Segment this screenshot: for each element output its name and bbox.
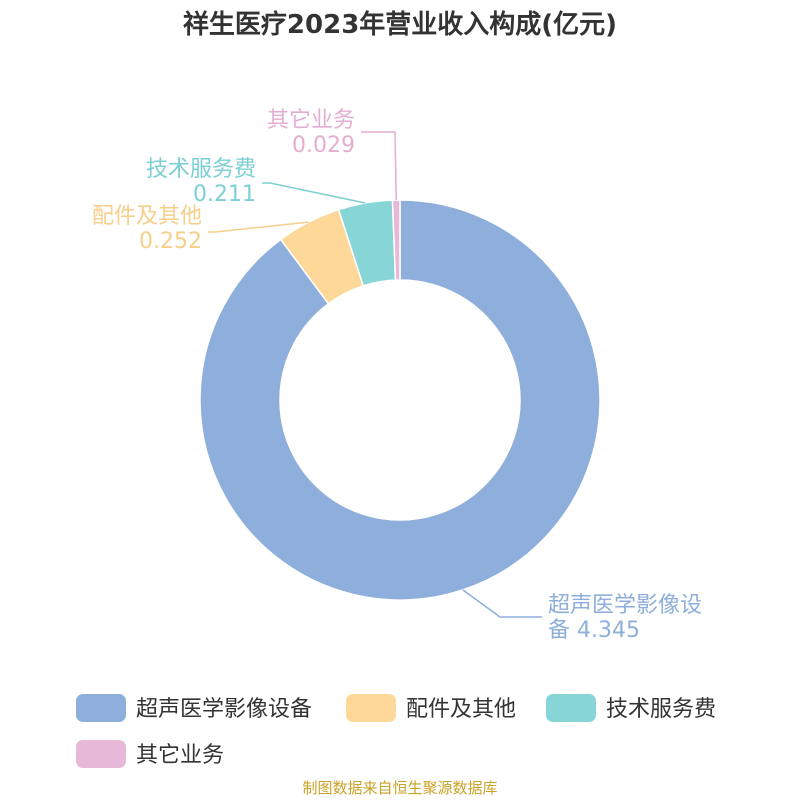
legend-swatch-4 bbox=[76, 740, 126, 768]
legend-label-4: 其它业务 bbox=[136, 743, 224, 768]
slices bbox=[199, 199, 601, 601]
leader-line-2 bbox=[208, 221, 309, 233]
legend-item-3[interactable]: 技术服务费 bbox=[546, 694, 716, 722]
slice-label-2-line-1: 配件及其他 bbox=[92, 204, 202, 229]
slice-label-3-line-1: 技术服务费 bbox=[146, 157, 256, 182]
legend-swatch-2 bbox=[346, 694, 396, 722]
legend-swatch-3 bbox=[546, 694, 596, 722]
legend-item-2[interactable]: 配件及其他 bbox=[346, 694, 516, 722]
slice-1[interactable] bbox=[199, 199, 601, 601]
legend-item-4[interactable]: 其它业务 bbox=[76, 740, 224, 768]
slice-4[interactable] bbox=[391, 199, 401, 281]
leader-line-1 bbox=[462, 589, 542, 618]
leader-lines bbox=[208, 131, 542, 618]
legend-label-3: 技术服务费 bbox=[606, 697, 716, 722]
leader-line-4 bbox=[361, 131, 397, 201]
chart-title: 祥生医疗2023年营业收入构成(亿元) bbox=[183, 9, 617, 40]
slice-label-4-line-1: 其它业务 bbox=[267, 108, 355, 133]
legend-item-1[interactable]: 超声医学影像设备 bbox=[76, 694, 312, 722]
slice-label-3-line-2: 0.211 bbox=[193, 182, 256, 207]
leader-line-3 bbox=[262, 182, 366, 204]
legend-label-2: 配件及其他 bbox=[406, 697, 516, 722]
source-note: 制图数据来自恒生聚源数据库 bbox=[302, 779, 497, 797]
slice-label-1-line-1: 超声医学影像设 bbox=[548, 593, 702, 618]
legend-label-1: 超声医学影像设备 bbox=[136, 697, 312, 722]
slice-label-1-line-2: 备 4.345 bbox=[548, 618, 640, 643]
legend-swatch-1 bbox=[76, 694, 126, 722]
slice-label-2-line-2: 0.252 bbox=[139, 229, 202, 254]
slice-label-4-line-2: 0.029 bbox=[292, 133, 355, 158]
